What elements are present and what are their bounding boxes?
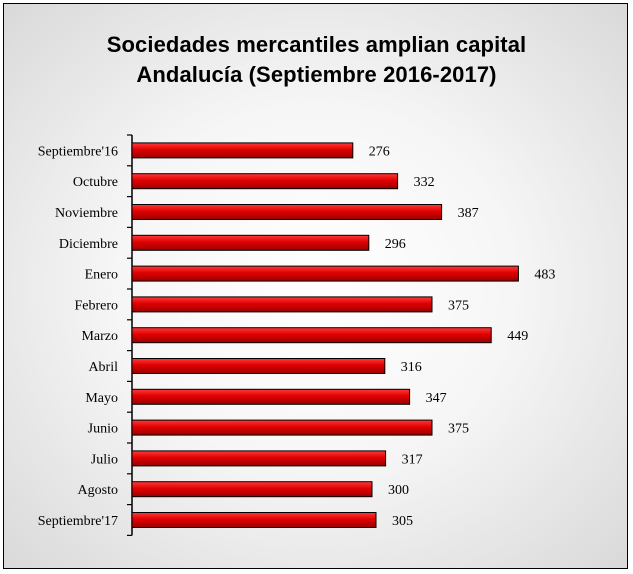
category-label-8: Mayo xyxy=(85,391,118,406)
value-label-11: 300 xyxy=(388,483,409,498)
value-label-5: 375 xyxy=(448,298,469,313)
bar-0 xyxy=(131,142,354,159)
bar-3 xyxy=(131,234,370,251)
bar-5 xyxy=(131,296,433,313)
category-label-4: Enero xyxy=(85,268,118,283)
category-label-6: Marzo xyxy=(81,329,118,344)
chart-frame xyxy=(3,3,628,569)
value-label-2: 387 xyxy=(458,206,479,221)
bar-7 xyxy=(131,358,386,374)
category-label-9: Junio xyxy=(88,422,118,437)
category-label-5: Febrero xyxy=(74,298,118,313)
category-label-11: Agosto xyxy=(78,483,118,498)
bar-9 xyxy=(131,419,433,436)
category-label-7: Abril xyxy=(88,360,118,375)
value-label-0: 276 xyxy=(369,144,390,159)
chart-subtitle: Andalucía (Septiembre 2016-2017) xyxy=(136,62,497,87)
value-label-10: 317 xyxy=(402,452,423,467)
category-label-12: Septiembre'17 xyxy=(38,514,118,529)
bar-11 xyxy=(131,481,373,498)
bar-2 xyxy=(131,204,443,220)
chart-title: Sociedades mercantiles amplian capital xyxy=(106,32,527,57)
category-label-2: Noviembre xyxy=(55,206,118,221)
category-label-3: Diciembre xyxy=(59,237,118,252)
value-label-8: 347 xyxy=(426,391,447,406)
bar-1 xyxy=(131,173,399,190)
value-label-9: 375 xyxy=(448,422,469,437)
value-label-1: 332 xyxy=(414,175,435,190)
category-label-10: Julio xyxy=(91,452,118,467)
value-label-4: 483 xyxy=(534,268,555,283)
bar-8 xyxy=(131,388,411,405)
value-label-6: 449 xyxy=(507,329,528,344)
bar-6 xyxy=(131,327,492,344)
value-label-3: 296 xyxy=(385,237,406,252)
value-label-7: 316 xyxy=(401,360,422,375)
bar-12 xyxy=(131,512,377,528)
category-label-1: Octubre xyxy=(73,175,118,190)
bar-4 xyxy=(131,265,519,282)
bar-10 xyxy=(131,450,387,467)
category-label-0: Septiembre'16 xyxy=(38,144,118,159)
value-label-12: 305 xyxy=(392,514,413,529)
